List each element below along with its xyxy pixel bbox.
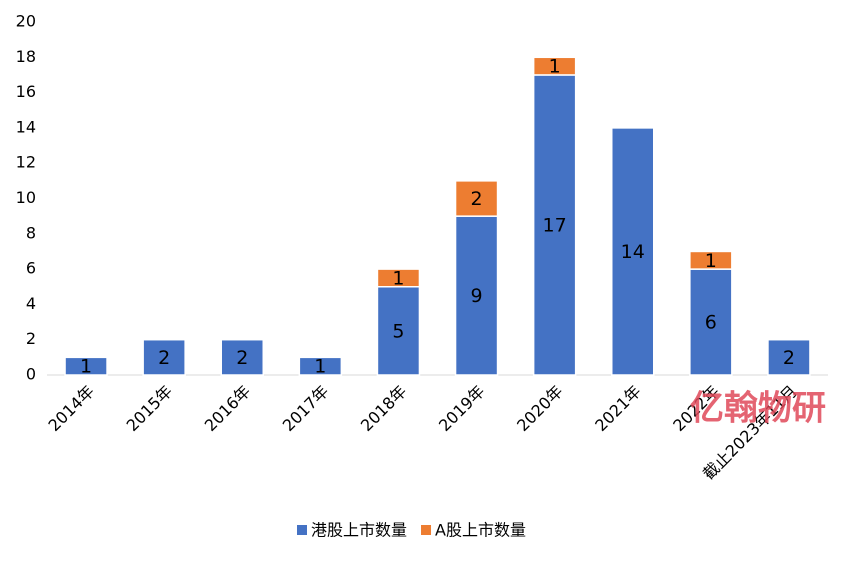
y-tick-label: 10 xyxy=(16,188,36,207)
bar-segment xyxy=(220,338,264,376)
data-label: 9 xyxy=(471,285,483,307)
x-tick-label: 2021年 xyxy=(591,382,645,436)
data-label: 2 xyxy=(236,347,248,369)
data-label: 14 xyxy=(621,241,645,263)
data-label: 1 xyxy=(80,356,92,378)
x-tick-label: 2019年 xyxy=(435,382,489,436)
bar-segment xyxy=(454,180,499,217)
y-tick-label: 2 xyxy=(26,329,36,348)
bar-segment xyxy=(64,356,108,376)
x-tick-label: 2016年 xyxy=(201,382,255,436)
bar-segment xyxy=(376,268,421,288)
legend-swatch xyxy=(297,525,307,535)
legend-swatch xyxy=(421,525,432,535)
data-label: 1 xyxy=(705,250,717,272)
x-tick-label: 2015年 xyxy=(123,382,177,436)
data-label: 2 xyxy=(158,347,170,369)
legend-label: A股上市数量 xyxy=(435,521,526,540)
data-label: 2 xyxy=(471,188,483,210)
x-tick-label: 2020年 xyxy=(513,382,567,436)
y-tick-label: 4 xyxy=(26,294,36,313)
watermark: 亿翰物研 xyxy=(690,389,826,429)
bar-segment xyxy=(532,74,577,376)
plot: 0246810121416182012014年22015年22016年12017… xyxy=(16,12,828,540)
data-label: 6 xyxy=(705,312,717,334)
bar-segment xyxy=(767,338,811,376)
y-tick-label: 12 xyxy=(16,153,36,172)
bar-segment xyxy=(142,338,186,376)
x-tick-label: 2018年 xyxy=(357,382,411,436)
x-tick-label: 2014年 xyxy=(45,382,99,436)
data-label: 1 xyxy=(314,356,326,378)
y-tick-label: 20 xyxy=(16,12,36,31)
bar-segment xyxy=(298,356,343,376)
data-label: 5 xyxy=(392,320,404,342)
y-tick-label: 6 xyxy=(26,259,36,278)
bar-segment xyxy=(611,127,655,376)
y-tick-label: 0 xyxy=(26,365,36,384)
x-tick-label: 2017年 xyxy=(279,382,333,436)
bar-segment xyxy=(454,215,499,376)
bar-segment xyxy=(376,286,421,376)
data-label: 2 xyxy=(783,347,795,369)
bar-segment xyxy=(532,56,577,76)
bar-segment xyxy=(689,268,733,376)
y-tick-label: 14 xyxy=(16,117,36,136)
bar-segment xyxy=(689,250,733,270)
data-label: 17 xyxy=(543,214,567,236)
y-tick-label: 18 xyxy=(16,47,36,66)
legend-label: 港股上市数量 xyxy=(311,521,407,540)
y-tick-label: 8 xyxy=(26,223,36,242)
data-label: 1 xyxy=(392,267,404,289)
y-tick-label: 16 xyxy=(16,82,36,101)
data-label: 1 xyxy=(549,56,561,78)
